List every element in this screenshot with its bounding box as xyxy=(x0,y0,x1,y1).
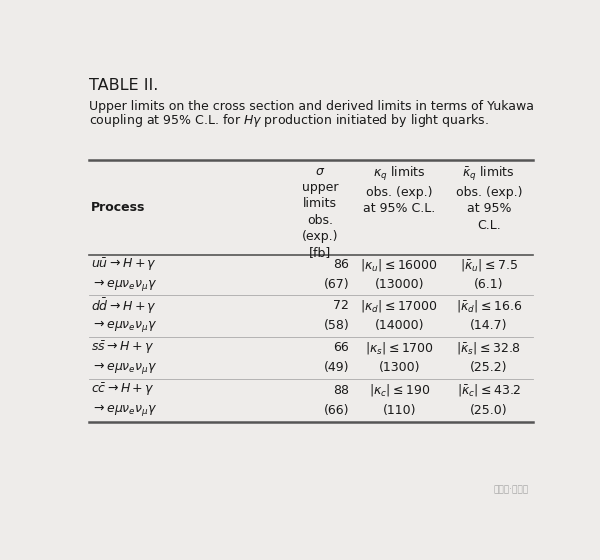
Text: $|\kappa_d| \leq 17000$: $|\kappa_d| \leq 17000$ xyxy=(361,298,439,314)
Text: 66: 66 xyxy=(334,341,349,354)
Text: Process: Process xyxy=(91,201,146,214)
Text: 公众号·量子位: 公众号·量子位 xyxy=(493,485,529,494)
Text: $|\kappa_s| \leq 1700$: $|\kappa_s| \leq 1700$ xyxy=(365,340,434,356)
Text: $|\bar{\kappa}_c| \leq 43.2$: $|\bar{\kappa}_c| \leq 43.2$ xyxy=(457,382,521,398)
Text: 86: 86 xyxy=(334,258,349,272)
Text: coupling at 95% C.L. for $H\gamma$ production initiated by light quarks.: coupling at 95% C.L. for $H\gamma$ produ… xyxy=(89,113,489,129)
Text: TABLE II.: TABLE II. xyxy=(89,78,158,93)
Text: $\rightarrow e\mu\nu_e\nu_{\mu}\gamma$: $\rightarrow e\mu\nu_e\nu_{\mu}\gamma$ xyxy=(91,318,158,334)
Text: 72: 72 xyxy=(334,300,349,312)
Text: 88: 88 xyxy=(334,384,349,396)
Text: (67): (67) xyxy=(324,278,349,291)
Text: $|\bar{\kappa}_d| \leq 16.6$: $|\bar{\kappa}_d| \leq 16.6$ xyxy=(456,298,522,314)
Text: (25.2): (25.2) xyxy=(470,361,508,374)
Text: $\kappa_q$ limits
obs. (exp.)
at 95% C.L.: $\kappa_q$ limits obs. (exp.) at 95% C.L… xyxy=(363,165,436,216)
Text: $\bar{\kappa}_q$ limits
obs. (exp.)
at 95%
C.L.: $\bar{\kappa}_q$ limits obs. (exp.) at 9… xyxy=(455,165,522,232)
Text: (6.1): (6.1) xyxy=(474,278,503,291)
Text: $\sigma$
upper
limits
obs.
(exp.)
[fb]: $\sigma$ upper limits obs. (exp.) [fb] xyxy=(302,165,338,259)
Text: $\rightarrow e\mu\nu_e\nu_{\mu}\gamma$: $\rightarrow e\mu\nu_e\nu_{\mu}\gamma$ xyxy=(91,360,158,376)
Text: (66): (66) xyxy=(324,404,349,417)
Text: (1300): (1300) xyxy=(379,361,420,374)
Text: (58): (58) xyxy=(323,319,349,332)
Text: $d\bar{d} \rightarrow H + \gamma$: $d\bar{d} \rightarrow H + \gamma$ xyxy=(91,296,157,316)
Text: (25.0): (25.0) xyxy=(470,404,508,417)
Text: (13000): (13000) xyxy=(374,278,424,291)
Text: (14000): (14000) xyxy=(374,319,424,332)
Text: (49): (49) xyxy=(324,361,349,374)
Text: (14.7): (14.7) xyxy=(470,319,508,332)
Text: $|\kappa_u| \leq 16000$: $|\kappa_u| \leq 16000$ xyxy=(361,257,439,273)
Text: $|\bar{\kappa}_s| \leq 32.8$: $|\bar{\kappa}_s| \leq 32.8$ xyxy=(457,340,521,356)
Text: $|\bar{\kappa}_u| \leq 7.5$: $|\bar{\kappa}_u| \leq 7.5$ xyxy=(460,257,518,273)
Text: $\rightarrow e\mu\nu_e\nu_{\mu}\gamma$: $\rightarrow e\mu\nu_e\nu_{\mu}\gamma$ xyxy=(91,402,158,418)
Text: $u\bar{u} \rightarrow H + \gamma$: $u\bar{u} \rightarrow H + \gamma$ xyxy=(91,256,157,273)
Text: $\rightarrow e\mu\nu_e\nu_{\mu}\gamma$: $\rightarrow e\mu\nu_e\nu_{\mu}\gamma$ xyxy=(91,277,158,293)
Text: $|\kappa_c| \leq 190$: $|\kappa_c| \leq 190$ xyxy=(368,382,430,398)
Text: Upper limits on the cross section and derived limits in terms of Yukawa: Upper limits on the cross section and de… xyxy=(89,100,534,113)
Text: (110): (110) xyxy=(383,404,416,417)
Text: $s\bar{s} \rightarrow H + \gamma$: $s\bar{s} \rightarrow H + \gamma$ xyxy=(91,339,154,356)
Text: $c\bar{c} \rightarrow H + \gamma$: $c\bar{c} \rightarrow H + \gamma$ xyxy=(91,382,155,398)
